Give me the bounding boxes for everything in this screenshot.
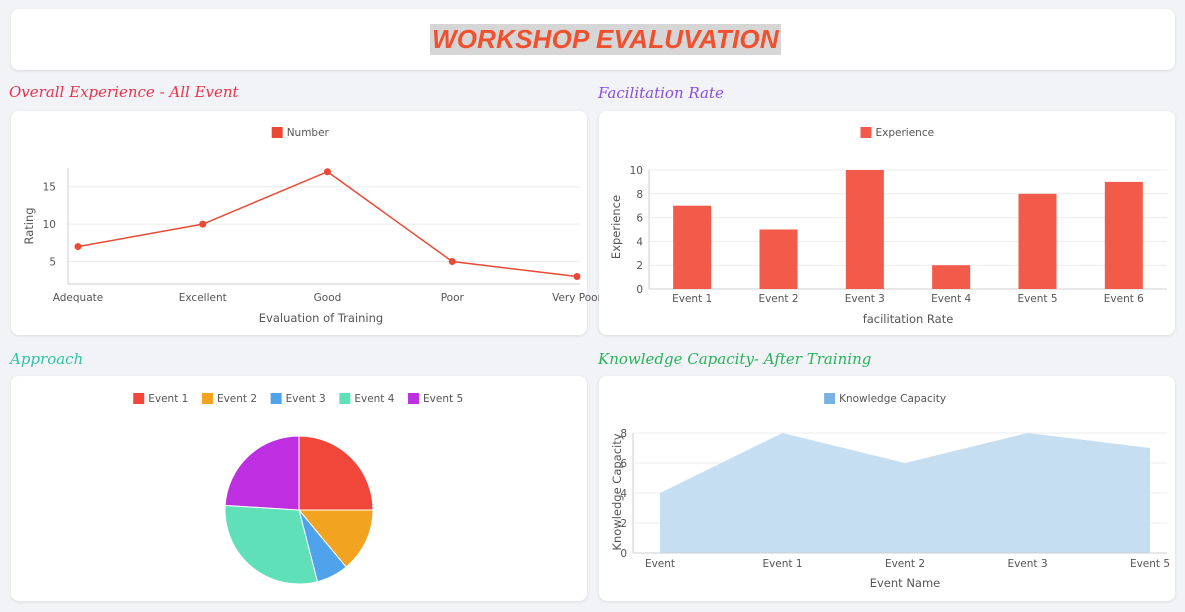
- y-axis-title: Rating: [22, 207, 36, 244]
- x-tick-label: Event 4: [931, 293, 971, 305]
- facilitation-rate-card: 0 2 4 6 8 10 Event 1 Event 2 Event 3 Event 4 Event…: [599, 111, 1175, 335]
- y-tick-label: 10: [43, 219, 56, 231]
- legend-swatch: [824, 393, 836, 404]
- approach-card: Event 1 Event 2 Event 3 Event 4 Event 5: [11, 376, 587, 601]
- x-tick-label: Event 1: [762, 558, 802, 570]
- x-tick-label: Event 3: [845, 293, 885, 305]
- page-title: WORKSHOP EVALUVATION: [430, 24, 781, 55]
- x-axis-title: facilitation Rate: [863, 312, 954, 326]
- data-point: [324, 168, 331, 176]
- knowledge-capacity-title: Knowledge Capacity- After Training: [598, 350, 872, 368]
- x-tick-label: Event 2: [885, 558, 925, 570]
- x-tick-label: Event 5: [1130, 558, 1170, 570]
- y-tick-label: 6: [620, 458, 627, 470]
- x-axis-title: Event Name: [870, 576, 941, 590]
- legend-swatch: [271, 127, 283, 138]
- x-axis-title: Evaluation of Training: [259, 311, 383, 325]
- knowledge-capacity-card: 0 2 4 6 8 Event Event 1 Event 2 Event 3 Event 5 Ev…: [599, 376, 1175, 601]
- x-tick-label: Event 6: [1104, 293, 1144, 305]
- legend-swatch: [408, 393, 420, 404]
- legend-swatch: [201, 393, 213, 404]
- y-tick-label: 8: [636, 189, 643, 201]
- legend-label: Event 2: [217, 393, 257, 405]
- y-axis-title: Experience: [609, 195, 623, 259]
- bar: [1018, 193, 1057, 289]
- x-tick-label: Event 2: [758, 293, 798, 305]
- y-tick-label: 0: [636, 284, 643, 296]
- facilitation-rate-title: Facilitation Rate: [598, 84, 724, 102]
- legend-label: Number: [287, 127, 330, 139]
- y-tick-label: 2: [636, 260, 643, 272]
- bar: [673, 205, 712, 289]
- bar: [1104, 181, 1143, 289]
- bar: [759, 229, 798, 289]
- y-tick-label: 4: [636, 236, 643, 248]
- legend-label: Experience: [876, 127, 935, 139]
- y-tick-label: 2: [620, 518, 627, 530]
- bar: [932, 265, 971, 289]
- approach-pie-chart: Event 1 Event 2 Event 3 Event 4 Event 5: [133, 393, 463, 585]
- y-tick-label: 0: [620, 548, 627, 560]
- legend-label: Event 5: [423, 393, 463, 405]
- legend-label: Knowledge Capacity: [839, 393, 946, 405]
- area-fill: [660, 433, 1150, 553]
- legend-swatch: [133, 393, 145, 404]
- pie-slice: [298, 435, 374, 511]
- x-tick-label: Adequate: [53, 292, 103, 304]
- legend-label: Event 4: [354, 393, 394, 405]
- x-tick-label: Event 3: [1007, 558, 1047, 570]
- pie-slice: [224, 435, 300, 511]
- legend-swatch: [339, 393, 351, 404]
- data-point: [199, 220, 207, 228]
- y-tick-label: 5: [49, 257, 56, 269]
- x-tick-label: Event 1: [672, 293, 712, 305]
- pie-slice: [297, 509, 374, 568]
- y-tick-label: 6: [636, 213, 643, 225]
- data-point: [573, 273, 581, 281]
- x-tick-label: Very Poor: [552, 292, 603, 304]
- data-point: [74, 243, 82, 251]
- overall-experience-line-chart: 5 10 15 Adequate Excellent Good Poor Very Poor E…: [22, 127, 603, 325]
- legend-label: Event 3: [286, 393, 326, 405]
- y-tick-label: 10: [630, 165, 643, 177]
- knowledge-capacity-area-chart: 0 2 4 6 8 Event Event 1 Event 2 Event 3 Event 5 Ev…: [610, 393, 1170, 590]
- overall-experience-title: Overall Experience - All Event: [9, 83, 239, 101]
- legend-swatch: [860, 127, 872, 138]
- y-tick-label: 15: [43, 182, 56, 194]
- x-tick-label: Good: [314, 292, 342, 304]
- y-tick-label: 4: [620, 488, 627, 500]
- y-axis-title: Knowledge Capacity: [610, 433, 624, 550]
- approach-title: Approach: [10, 350, 84, 368]
- y-tick-label: 8: [620, 428, 627, 440]
- x-tick-label: Excellent: [179, 292, 227, 304]
- facilitation-rate-bar-chart: 0 2 4 6 8 10 Event 1 Event 2 Event 3 Event 4 Event…: [609, 127, 1167, 326]
- x-tick-label: Event 5: [1017, 293, 1057, 305]
- legend-swatch: [270, 393, 282, 404]
- legend-label: Event 1: [148, 393, 188, 405]
- pie-slice: [224, 504, 319, 585]
- x-tick-label: Event: [645, 558, 675, 570]
- bar: [845, 170, 884, 289]
- overall-experience-card: 5 10 15 Adequate Excellent Good Poor Very Poor E…: [11, 111, 603, 335]
- x-tick-label: Poor: [441, 292, 465, 304]
- data-point: [448, 258, 456, 266]
